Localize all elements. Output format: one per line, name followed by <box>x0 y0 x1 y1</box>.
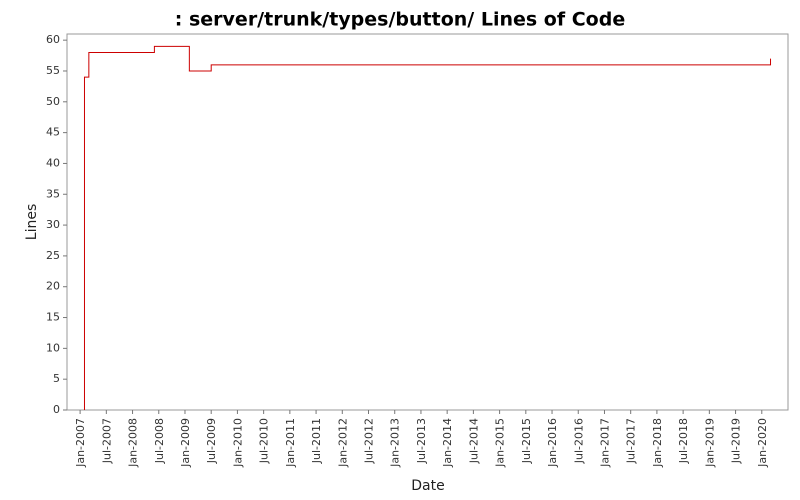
y-tick-label: 60 <box>46 33 60 46</box>
x-tick-label: Jan-2013 <box>389 418 402 468</box>
x-tick-label: Jul-2019 <box>730 418 743 464</box>
x-tick-label: Jan-2012 <box>336 418 349 468</box>
y-tick-label: 0 <box>53 403 60 416</box>
x-tick-label: Jul-2017 <box>625 418 638 464</box>
y-tick-label: 20 <box>46 280 60 293</box>
y-axis-label: Lines <box>24 204 40 240</box>
x-tick-label: Jul-2012 <box>363 418 376 464</box>
y-tick-label: 55 <box>46 64 60 77</box>
x-tick-label: Jan-2011 <box>284 418 297 468</box>
x-tick-label: Jul-2011 <box>310 418 323 464</box>
chart-title: : server/trunk/types/button/ Lines of Co… <box>175 9 625 31</box>
x-tick-label: Jan-2017 <box>598 418 611 468</box>
x-tick-label: Jan-2008 <box>127 418 140 468</box>
x-tick-label: Jul-2008 <box>153 418 166 464</box>
x-tick-label: Jul-2016 <box>572 418 585 464</box>
y-tick-label: 15 <box>46 311 60 324</box>
x-tick-label: Jan-2019 <box>703 418 716 468</box>
x-tick-label: Jan-2014 <box>441 418 454 468</box>
x-tick-label: Jul-2015 <box>520 418 533 464</box>
x-tick-label: Jul-2009 <box>205 418 218 464</box>
y-tick-label: 10 <box>46 341 60 354</box>
x-tick-label: Jan-2015 <box>494 418 507 468</box>
x-tick-label: Jul-2018 <box>677 418 690 464</box>
x-tick-label: Jan-2016 <box>546 418 559 468</box>
x-tick-label: Jan-2007 <box>74 418 87 468</box>
x-tick-label: Jan-2010 <box>231 418 244 468</box>
x-tick-label: Jul-2007 <box>100 418 113 464</box>
y-tick-label: 5 <box>53 372 60 385</box>
x-tick-label: Jul-2010 <box>258 418 271 464</box>
y-tick-label: 40 <box>46 156 60 169</box>
x-tick-label: Jul-2014 <box>467 418 480 464</box>
y-tick-label: 35 <box>46 187 60 200</box>
x-tick-label: Jan-2020 <box>756 418 769 468</box>
y-tick-label: 45 <box>46 126 60 139</box>
y-tick-label: 25 <box>46 249 60 262</box>
x-tick-label: Jul-2013 <box>415 418 428 464</box>
x-tick-label: Jan-2009 <box>179 418 192 468</box>
x-tick-label: Jan-2018 <box>651 418 664 468</box>
x-axis-label: Date <box>411 478 444 494</box>
y-tick-label: 30 <box>46 218 60 231</box>
y-tick-label: 50 <box>46 95 60 108</box>
plot-area <box>66 33 789 411</box>
step-line <box>83 45 772 410</box>
